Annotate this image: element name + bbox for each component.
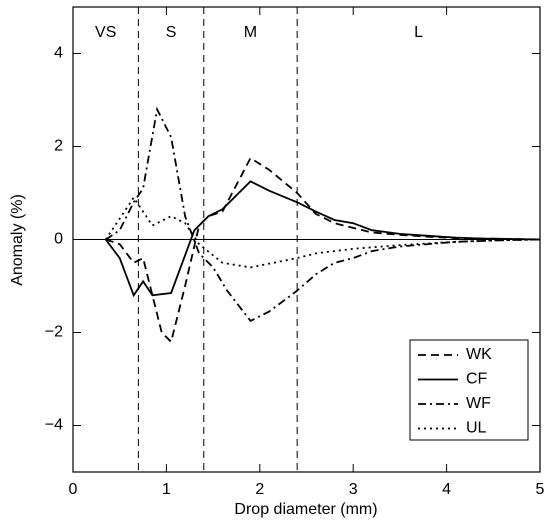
series-line [104,180,541,298]
series-line [104,195,541,269]
x-tick-label: 3 [349,481,358,498]
y-axis-label: Anomaly (%) [9,194,26,286]
x-tick-label: 0 [69,481,78,498]
y-tick-label: 0 [54,231,63,248]
y-tick-label: 4 [54,45,63,62]
y-tick-label: 2 [54,138,63,155]
region-label: M [244,24,257,41]
y-tick-label: −4 [45,417,63,434]
x-tick-label: 2 [255,481,264,498]
legend-box [409,339,529,441]
series-line [105,156,541,344]
x-tick-label: 5 [536,481,545,498]
region-label: S [166,24,177,41]
legend-label: CF [466,371,488,388]
region-label: L [414,24,423,41]
legend-label: WK [466,346,492,363]
x-axis-label: Drop diameter (mm) [234,501,377,518]
legend-label: WF [466,395,491,412]
x-tick-label: 1 [162,481,171,498]
legend-label: UL [466,420,487,437]
x-tick-label: 4 [442,481,451,498]
series-line [105,106,541,323]
region-label: VS [95,24,116,41]
y-tick-label: −2 [45,324,63,341]
